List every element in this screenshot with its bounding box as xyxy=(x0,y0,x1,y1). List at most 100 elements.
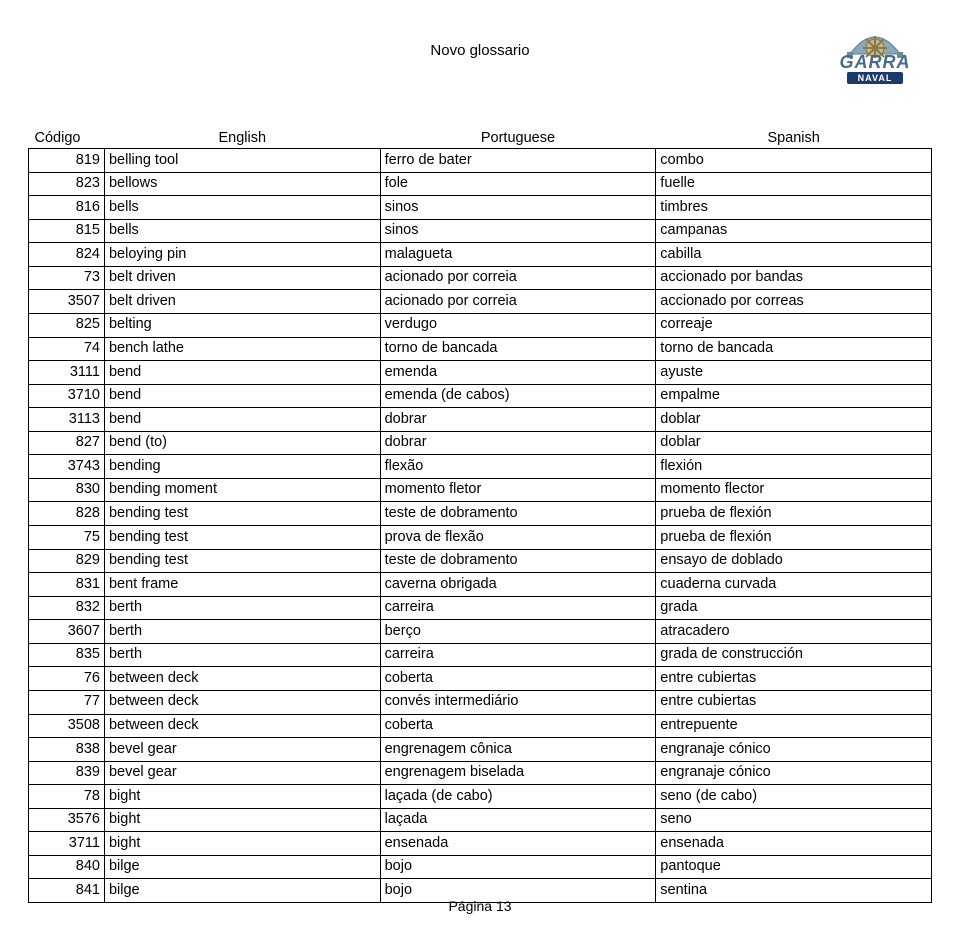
table-row: 829bending testteste de dobramentoensayo… xyxy=(29,549,932,573)
cell-code: 73 xyxy=(29,266,105,290)
cell-code: 823 xyxy=(29,172,105,196)
cell-portuguese: convés intermediário xyxy=(380,690,656,714)
table-header-row: Código English Portuguese Spanish xyxy=(29,128,932,149)
table-row: 3507belt drivenacionado por correiaaccio… xyxy=(29,290,932,314)
cell-code: 3743 xyxy=(29,455,105,479)
cell-english: belting xyxy=(104,313,380,337)
cell-code: 832 xyxy=(29,596,105,620)
cell-code: 816 xyxy=(29,196,105,220)
cell-spanish: entre cubiertas xyxy=(656,667,932,691)
cell-code: 75 xyxy=(29,526,105,550)
cell-english: between deck xyxy=(104,714,380,738)
cell-spanish: cabilla xyxy=(656,243,932,267)
table-row: 3607berthberçoatracadero xyxy=(29,620,932,644)
glossary-table: Código English Portuguese Spanish 819bel… xyxy=(28,128,932,903)
cell-code: 835 xyxy=(29,643,105,667)
table-row: 835berthcarreiragrada de construcción xyxy=(29,643,932,667)
table-row: 76between deckcobertaentre cubiertas xyxy=(29,667,932,691)
table-row: 75bending testprova de flexãoprueba de f… xyxy=(29,526,932,550)
table-row: 825beltingverdugocorreaje xyxy=(29,313,932,337)
table-row: 838bevel gearengrenagem cônicaengranaje … xyxy=(29,738,932,762)
table-row: 830bending momentmomento fletormomento f… xyxy=(29,478,932,502)
cell-code: 3113 xyxy=(29,408,105,432)
cell-spanish: engranaje cónico xyxy=(656,738,932,762)
cell-code: 830 xyxy=(29,478,105,502)
cell-portuguese: ferro de bater xyxy=(380,149,656,173)
cell-code: 3111 xyxy=(29,361,105,385)
cell-english: bend xyxy=(104,408,380,432)
cell-english: between deck xyxy=(104,690,380,714)
cell-spanish: ayuste xyxy=(656,361,932,385)
table-row: 3711bightensenadaensenada xyxy=(29,832,932,856)
table-row: 3113benddobrardoblar xyxy=(29,408,932,432)
col-header-portuguese: Portuguese xyxy=(380,128,656,149)
cell-portuguese: acionado por correia xyxy=(380,290,656,314)
table-row: 827bend (to)dobrardoblar xyxy=(29,431,932,455)
table-row: 74bench lathetorno de bancadatorno de ba… xyxy=(29,337,932,361)
table-row: 3743bendingflexãoflexión xyxy=(29,455,932,479)
cell-spanish: engranaje cónico xyxy=(656,761,932,785)
cell-spanish: fuelle xyxy=(656,172,932,196)
cell-code: 815 xyxy=(29,219,105,243)
cell-portuguese: flexão xyxy=(380,455,656,479)
cell-code: 819 xyxy=(29,149,105,173)
cell-english: bend (to) xyxy=(104,431,380,455)
table-row: 3508between deckcobertaentrepuente xyxy=(29,714,932,738)
cell-spanish: ensayo de doblado xyxy=(656,549,932,573)
cell-spanish: entrepuente xyxy=(656,714,932,738)
cell-english: beloying pin xyxy=(104,243,380,267)
cell-spanish: cuaderna curvada xyxy=(656,573,932,597)
brand-logo: GARRA NAVAL xyxy=(810,10,940,90)
page-footer: Página 13 xyxy=(0,898,960,914)
cell-english: belt driven xyxy=(104,290,380,314)
cell-code: 829 xyxy=(29,549,105,573)
cell-english: bevel gear xyxy=(104,738,380,762)
table-row: 840bilgebojopantoque xyxy=(29,855,932,879)
cell-portuguese: sinos xyxy=(380,219,656,243)
cell-english: berth xyxy=(104,596,380,620)
cell-code: 3711 xyxy=(29,832,105,856)
cell-english: bending test xyxy=(104,502,380,526)
cell-spanish: accionado por bandas xyxy=(656,266,932,290)
cell-spanish: timbres xyxy=(656,196,932,220)
table-row: 815bellssinoscampanas xyxy=(29,219,932,243)
cell-portuguese: emenda xyxy=(380,361,656,385)
logo-sub-text: NAVAL xyxy=(847,72,903,84)
table-row: 816bellssinostimbres xyxy=(29,196,932,220)
cell-code: 3710 xyxy=(29,384,105,408)
cell-code: 839 xyxy=(29,761,105,785)
cell-spanish: doblar xyxy=(656,408,932,432)
cell-code: 838 xyxy=(29,738,105,762)
cell-english: belt driven xyxy=(104,266,380,290)
cell-spanish: empalme xyxy=(656,384,932,408)
cell-portuguese: laçada xyxy=(380,808,656,832)
cell-spanish: accionado por correas xyxy=(656,290,932,314)
cell-code: 3607 xyxy=(29,620,105,644)
cell-english: berth xyxy=(104,620,380,644)
cell-spanish: combo xyxy=(656,149,932,173)
cell-portuguese: prova de flexão xyxy=(380,526,656,550)
cell-portuguese: coberta xyxy=(380,714,656,738)
table-row: 3576bightlaçadaseno xyxy=(29,808,932,832)
cell-english: bending xyxy=(104,455,380,479)
cell-english: bilge xyxy=(104,855,380,879)
cell-english: bight xyxy=(104,785,380,809)
cell-english: bending moment xyxy=(104,478,380,502)
table-row: 828bending testteste de dobramentoprueba… xyxy=(29,502,932,526)
cell-portuguese: coberta xyxy=(380,667,656,691)
cell-spanish: prueba de flexión xyxy=(656,502,932,526)
cell-english: berth xyxy=(104,643,380,667)
cell-english: bells xyxy=(104,219,380,243)
cell-english: bells xyxy=(104,196,380,220)
cell-code: 831 xyxy=(29,573,105,597)
cell-spanish: seno xyxy=(656,808,932,832)
cell-code: 78 xyxy=(29,785,105,809)
cell-portuguese: malagueta xyxy=(380,243,656,267)
table-row: 823bellowsfolefuelle xyxy=(29,172,932,196)
cell-portuguese: ensenada xyxy=(380,832,656,856)
cell-portuguese: verdugo xyxy=(380,313,656,337)
cell-code: 827 xyxy=(29,431,105,455)
table-row: 3111bendemendaayuste xyxy=(29,361,932,385)
cell-english: belling tool xyxy=(104,149,380,173)
table-row: 819belling toolferro de batercombo xyxy=(29,149,932,173)
